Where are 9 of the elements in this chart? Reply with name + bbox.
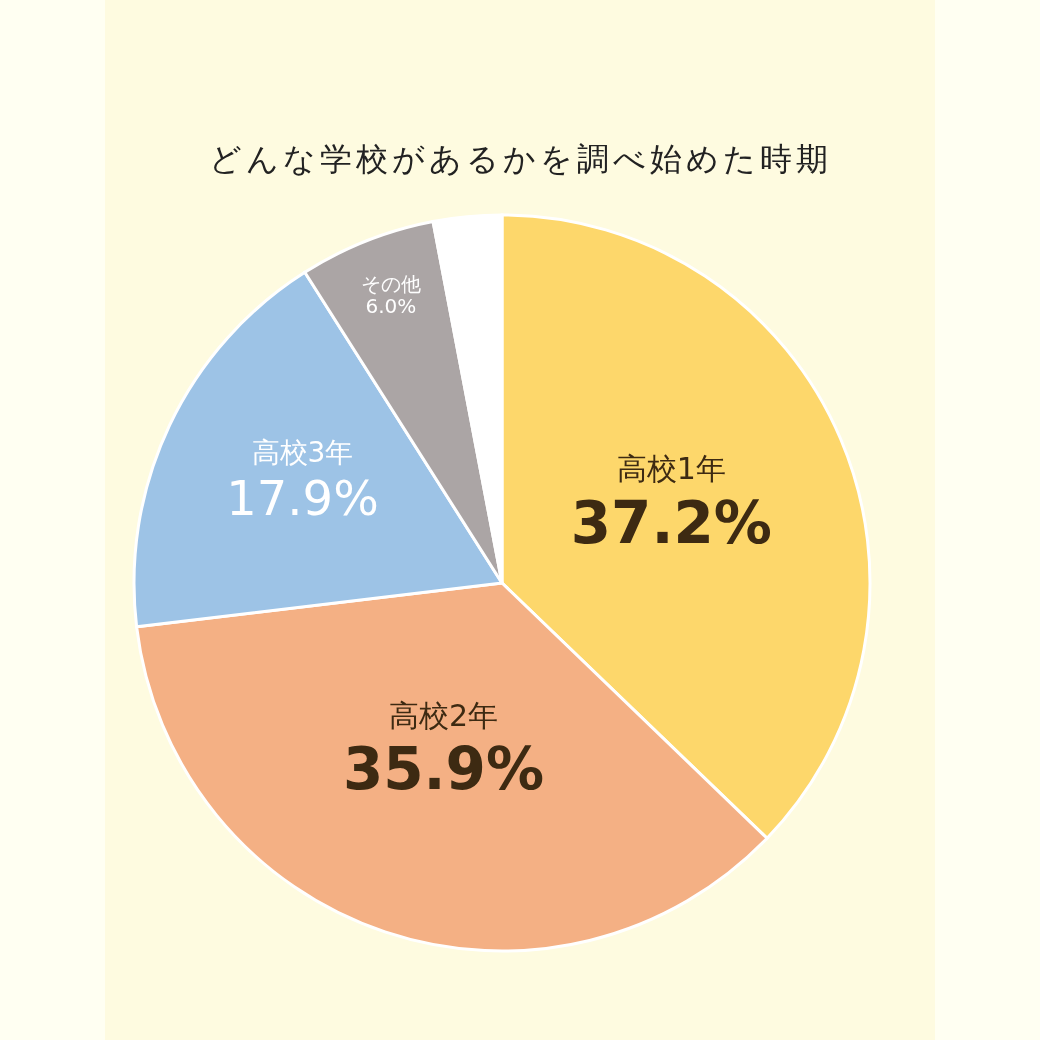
slice-label: その他 [360, 272, 421, 297]
data-label: 6.0% [365, 294, 417, 319]
slice-label: 高校3年 [251, 435, 354, 469]
data-label: 17.9% [226, 469, 379, 526]
data-label: 35.9% [342, 735, 545, 804]
slice-label: 高校2年 [388, 697, 499, 733]
slice-label: 高校1年 [616, 451, 726, 487]
data-label: 37.2% [570, 488, 772, 557]
chart-title: どんな学校があるかを調べ始めた時期 [207, 139, 833, 180]
